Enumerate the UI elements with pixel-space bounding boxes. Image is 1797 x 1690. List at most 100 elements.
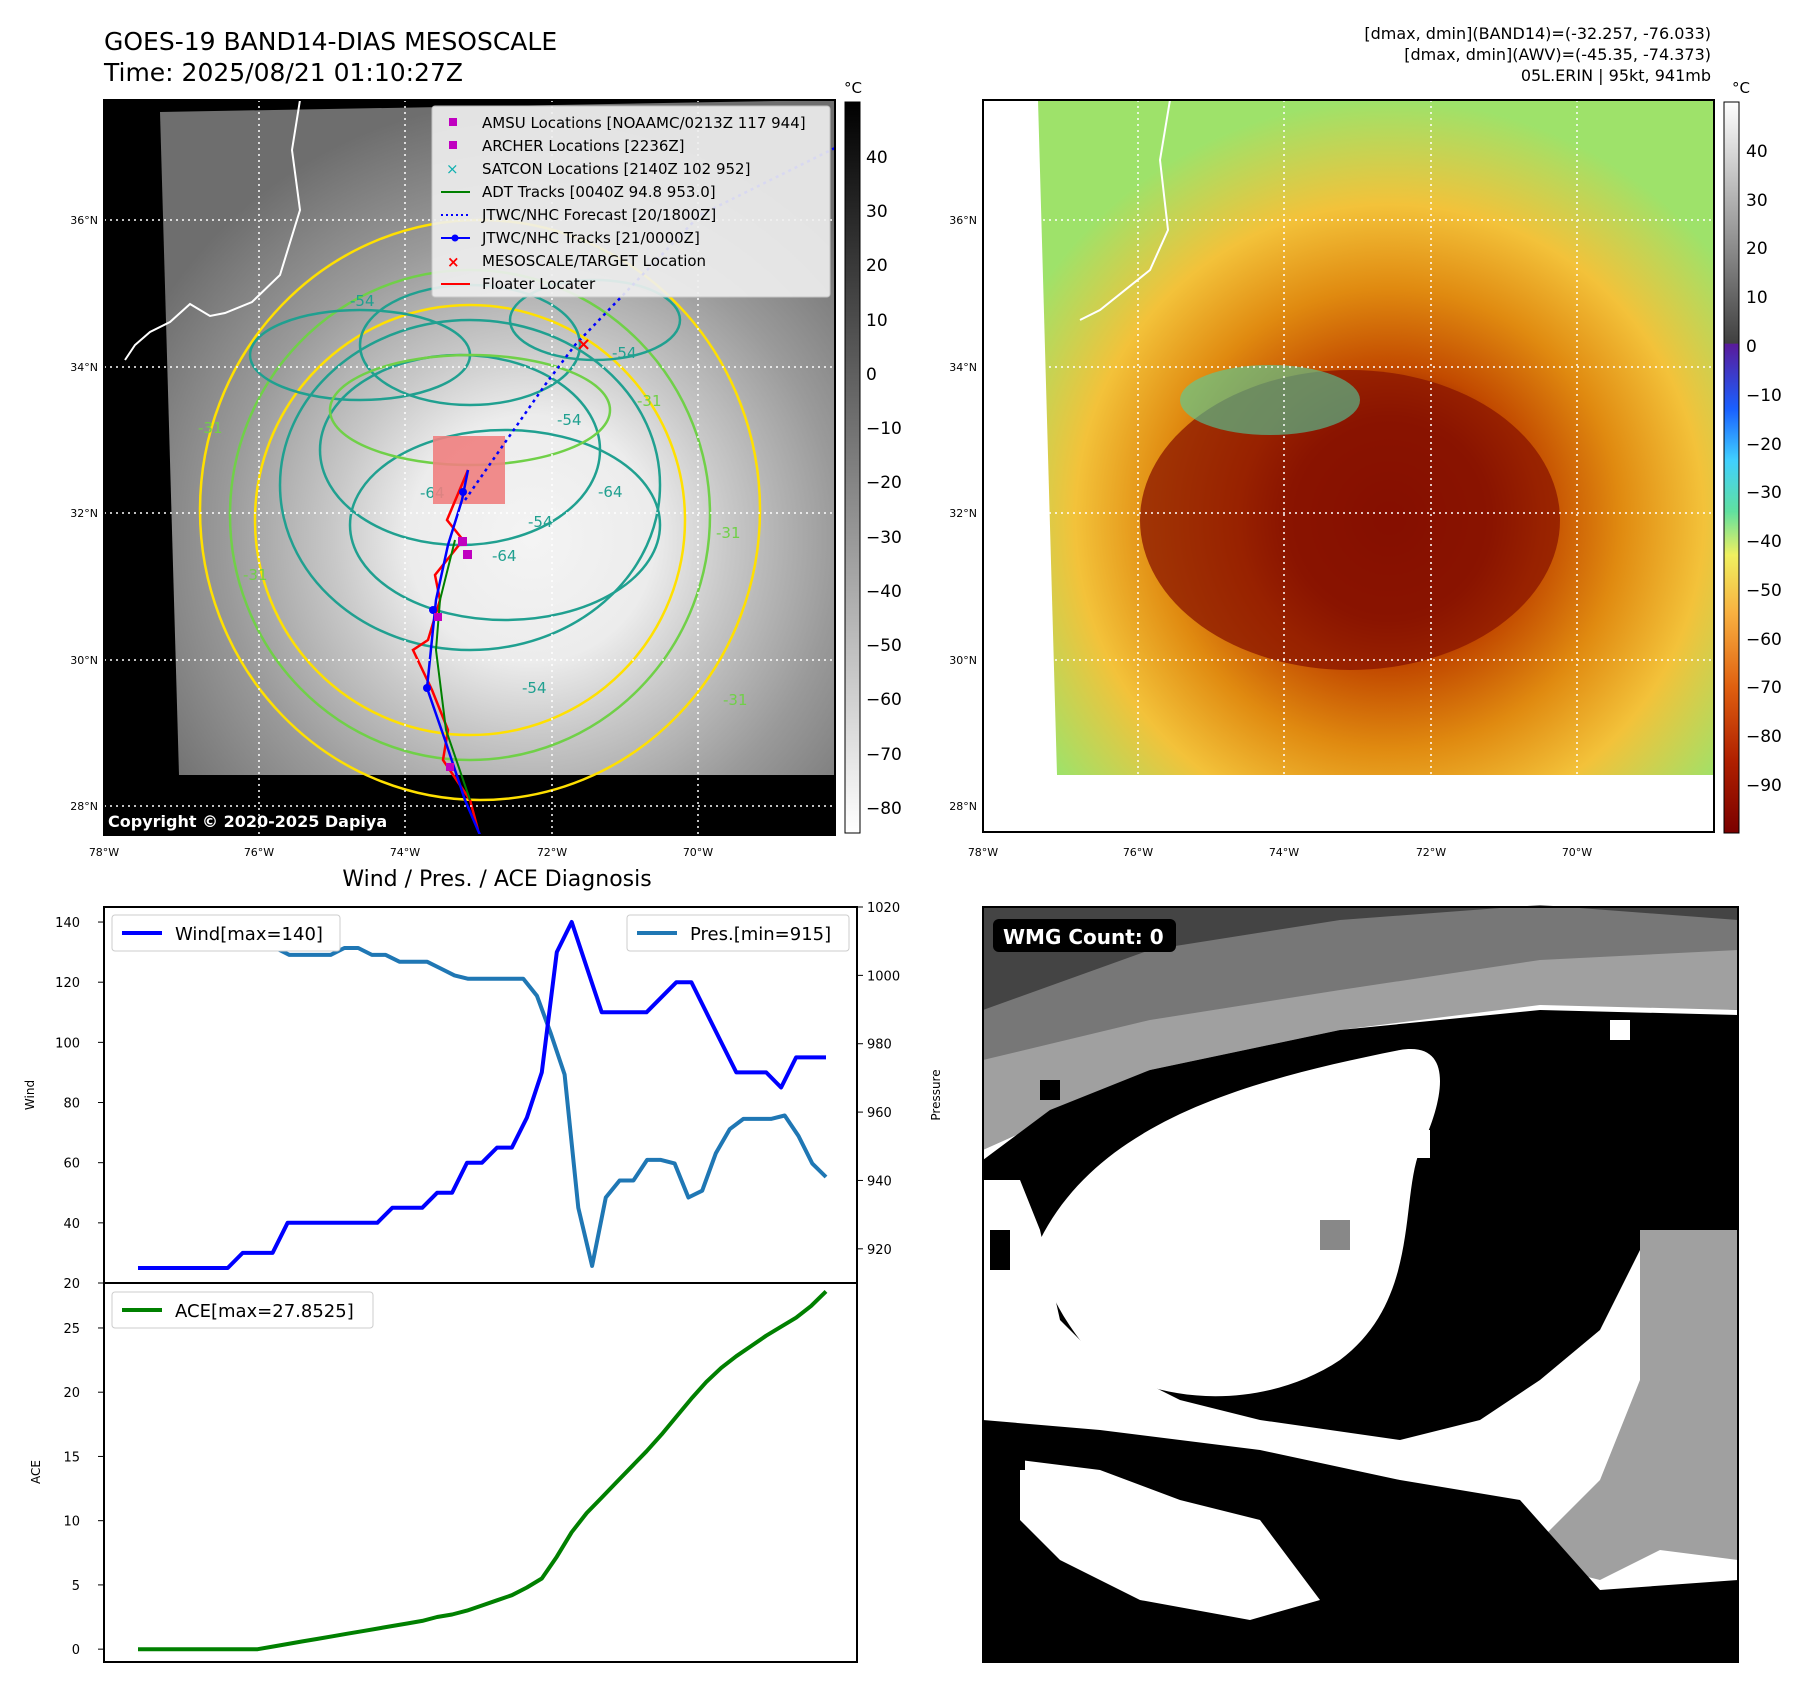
- pressure-legend-label: Pres.[min=915]: [690, 924, 831, 945]
- svg-text:−70: −70: [1746, 678, 1782, 698]
- ace-tick-label: 20: [63, 1386, 80, 1401]
- svg-text:34°N: 34°N: [70, 361, 98, 374]
- svg-text:WMG Count: 0: WMG Count: 0: [1003, 925, 1164, 949]
- svg-text:×: ×: [447, 253, 460, 271]
- svg-text:-54: -54: [557, 411, 582, 429]
- svg-text:−90: −90: [1746, 776, 1782, 796]
- svg-text:−20: −20: [1746, 435, 1782, 455]
- svg-text:36°N: 36°N: [949, 214, 977, 227]
- ace-tick-label: 25: [63, 1322, 80, 1337]
- pressure-tick-label: 1020: [867, 901, 900, 916]
- svg-text:−50: −50: [866, 636, 902, 656]
- pressure-tick-label: 1000: [867, 969, 900, 984]
- svg-text:−60: −60: [866, 690, 902, 710]
- svg-text:−40: −40: [1746, 532, 1782, 552]
- pressure-legend: Pres.[min=915]: [626, 914, 850, 952]
- copyright-text: Copyright © 2020-2025 Dapiya: [108, 812, 387, 831]
- svg-text:76°W: 76°W: [1123, 846, 1153, 859]
- adt-track: [434, 539, 471, 801]
- svg-text:30°N: 30°N: [70, 654, 98, 667]
- svg-text:28°N: 28°N: [70, 800, 98, 813]
- svg-text:30: 30: [866, 202, 888, 222]
- ace-legend-label: ACE[max=27.8525]: [175, 1301, 354, 1322]
- wind-tick-label: 140: [55, 916, 80, 931]
- awv-colorbar: °C 40 30 20 10 0 −10 −20 −30 −40 −50 −60…: [1723, 79, 1782, 834]
- svg-text:76°W: 76°W: [244, 846, 274, 859]
- ace-frame: [103, 1282, 858, 1663]
- legend-adt: ADT Tracks [0040Z 94.8 953.0]: [482, 183, 716, 201]
- wind-pressure-frame: [103, 906, 858, 1284]
- svg-text:0: 0: [866, 365, 877, 385]
- svg-text:78°W: 78°W: [968, 846, 998, 859]
- info-awv: [dmax, dmin](AWV)=(-45.35, -74.373): [1404, 45, 1711, 64]
- awv-grid: [983, 100, 1714, 832]
- legend-forecast: JTWC/NHC Forecast [20/1800Z]: [481, 206, 716, 224]
- pressure-tick-label: 980: [867, 1038, 892, 1053]
- svg-text:74°W: 74°W: [390, 846, 420, 859]
- svg-text:-54: -54: [522, 679, 547, 697]
- svg-text:-54: -54: [612, 344, 637, 362]
- svg-text:-31: -31: [723, 691, 748, 709]
- svg-text:0: 0: [1746, 337, 1757, 357]
- figure-time: Time: 2025/08/21 01:10:27Z: [103, 58, 463, 87]
- info-band14: [dmax, dmin](BAND14)=(-32.257, -76.033): [1364, 24, 1711, 43]
- svg-text:30°N: 30°N: [949, 654, 977, 667]
- ace-tick-label: 0: [72, 1643, 80, 1658]
- svg-text:−40: −40: [866, 582, 902, 602]
- svg-text:−80: −80: [866, 799, 902, 819]
- wind-tick-label: 60: [63, 1157, 80, 1172]
- svg-text:−30: −30: [1746, 483, 1782, 503]
- wind-axis-label: Wind: [23, 1080, 37, 1110]
- svg-text:70°W: 70°W: [683, 846, 713, 859]
- svg-text:-64: -64: [598, 483, 623, 501]
- legend-floater: Floater Locater: [482, 275, 596, 293]
- legend-amsu: AMSU Locations [NOAAMC/0213Z 117 944]: [482, 114, 806, 132]
- svg-text:34°N: 34°N: [949, 361, 977, 374]
- wind-tick-label: 80: [63, 1097, 80, 1112]
- ace-tick-label: 15: [63, 1450, 80, 1465]
- svg-text:-64: -64: [492, 547, 517, 565]
- ace-legend: ACE[max=27.8525]: [111, 1291, 374, 1329]
- svg-text:10: 10: [1746, 288, 1768, 308]
- svg-text:20: 20: [866, 256, 888, 276]
- ace-tick-label: 10: [63, 1515, 80, 1530]
- wind-series-line: [138, 920, 826, 1270]
- wind-tick-label: 20: [63, 1277, 80, 1292]
- svg-text:32°N: 32°N: [949, 507, 977, 520]
- svg-text:-54: -54: [350, 292, 375, 310]
- svg-text:×: ×: [446, 160, 459, 178]
- wmg-badge: WMG Count: 0: [993, 919, 1176, 952]
- svg-text:-31: -31: [637, 392, 662, 410]
- svg-text:72°W: 72°W: [1416, 846, 1446, 859]
- svg-text:78°W: 78°W: [89, 846, 119, 859]
- svg-text:28°N: 28°N: [949, 800, 977, 813]
- svg-text:−10: −10: [1746, 386, 1782, 406]
- awv-panel: [982, 99, 1715, 833]
- svg-text:°C: °C: [1732, 79, 1750, 97]
- svg-text:40: 40: [866, 148, 888, 168]
- svg-text:-31: -31: [198, 419, 223, 437]
- svg-text:40: 40: [1746, 142, 1768, 162]
- awv-coastline: [1079, 100, 1171, 321]
- svg-text:−10: −10: [866, 419, 902, 439]
- svg-text:36°N: 36°N: [70, 214, 98, 227]
- ir-panel: -54 -54 -54 -31 -31 -31 -31 -64 -64 -64 …: [103, 99, 836, 836]
- svg-text:10: 10: [866, 311, 888, 331]
- ir-colorbar: °C 40 30 20 10 0 −10 −20 −30 −40 −50 −60…: [844, 79, 902, 834]
- wind-tick-label: 100: [55, 1036, 80, 1051]
- nhc-track: [425, 469, 482, 835]
- pressure-tick-label: 920: [867, 1243, 892, 1258]
- pressure-axis-label: Pressure: [929, 1069, 943, 1120]
- figure-title: GOES-19 BAND14-DIAS MESOSCALE: [104, 27, 557, 56]
- chart-title: Wind / Pres. / ACE Diagnosis: [342, 867, 651, 892]
- svg-text:°C: °C: [844, 79, 862, 97]
- wind-pressure-chart: Wind Pressure 20 40 60 80 100 120 140 920 940 96…: [23, 901, 943, 1292]
- ace-axis-label: ACE: [29, 1460, 43, 1484]
- svg-text:−50: −50: [1746, 581, 1782, 601]
- ir-coastline: [124, 100, 302, 361]
- ir-legend: AMSU Locations [NOAAMC/0213Z 117 944] AR…: [431, 105, 831, 298]
- wmg-panel: WMG Count: 0: [982, 905, 1739, 1663]
- svg-text:72°W: 72°W: [537, 846, 567, 859]
- svg-text:20: 20: [1746, 239, 1768, 259]
- info-storm: 05L.ERIN | 95kt, 941mb: [1521, 66, 1711, 85]
